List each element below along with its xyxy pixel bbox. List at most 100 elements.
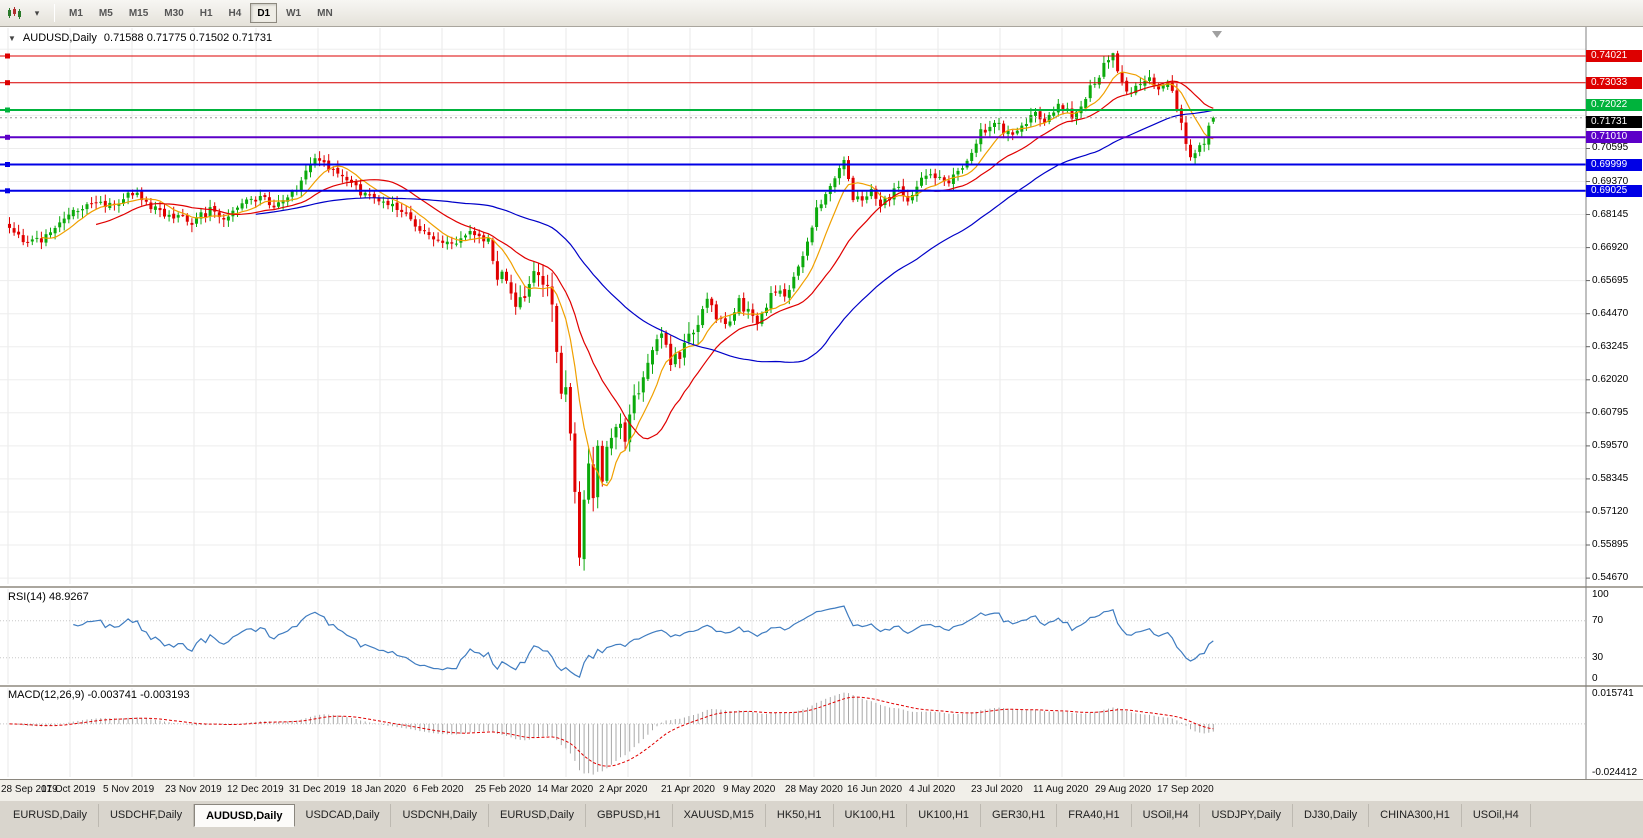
chart-tab-usdchf-daily[interactable]: USDCHF,Daily bbox=[99, 804, 195, 827]
date-tick-label: 23 Jul 2020 bbox=[971, 784, 1023, 795]
price-line-label: 0.73033 bbox=[1586, 76, 1642, 89]
chart-title: ▼ AUDUSD,Daily 0.71588 0.71775 0.71502 0… bbox=[8, 32, 272, 44]
timeframe-buttons: M1 M5 M15 M30 H1 H4 D1 W1 MN bbox=[61, 3, 341, 23]
price-tick-label: 0.54670 bbox=[1592, 572, 1629, 584]
price-line-label: 0.69025 bbox=[1586, 184, 1642, 197]
macd-scale-label: -0.024412 bbox=[1592, 767, 1638, 778]
price-line-label: 0.74021 bbox=[1586, 50, 1642, 63]
timeframe-button-w1[interactable]: W1 bbox=[279, 3, 308, 23]
candlestick-series bbox=[8, 50, 1215, 571]
date-tick-label: 31 Dec 2019 bbox=[289, 784, 346, 795]
price-tick-label: 0.60795 bbox=[1592, 406, 1629, 418]
date-tick-label: 14 Mar 2020 bbox=[537, 784, 594, 795]
grid bbox=[0, 28, 1586, 777]
top-toolbar: ▾ M1 M5 M15 M30 H1 H4 D1 W1 MN bbox=[0, 0, 1643, 27]
chart-tab-usdjpy-daily[interactable]: USDJPY,Daily bbox=[1200, 804, 1293, 827]
chart-tab-uk100-h1[interactable]: UK100,H1 bbox=[834, 804, 908, 827]
collapse-chart-icon[interactable]: ▼ bbox=[8, 33, 16, 43]
date-tick-label: 18 Jan 2020 bbox=[351, 784, 407, 795]
chart-tab-eurusd-daily[interactable]: EURUSD,Daily bbox=[489, 804, 586, 827]
chart-tab-usoil-h4[interactable]: USOil,H4 bbox=[1462, 804, 1531, 827]
candlestick-chart-type-button[interactable] bbox=[4, 3, 26, 24]
price-tick-label: 0.55895 bbox=[1592, 539, 1629, 551]
date-tick-label: 12 Dec 2019 bbox=[227, 784, 284, 795]
macd-indicator-label: MACD(12,26,9) -0.003741 -0.003193 bbox=[8, 689, 190, 701]
date-tick-label: 28 May 2020 bbox=[785, 784, 843, 795]
chart-tab-xauusd-m15[interactable]: XAUUSD,M15 bbox=[673, 804, 766, 827]
rsi-scale-label: 100 bbox=[1592, 589, 1609, 600]
timeframe-button-d1[interactable]: D1 bbox=[250, 3, 278, 23]
price-line-label: 0.69999 bbox=[1586, 158, 1642, 171]
chart-shift-marker[interactable] bbox=[1212, 31, 1222, 38]
chart-tabs-bar: EURUSD,Daily USDCHF,Daily AUDUSD,Daily USDC… bbox=[0, 801, 1643, 838]
candlestick-chart-icon bbox=[8, 6, 21, 19]
timeframe-button-mn[interactable]: MN bbox=[310, 3, 340, 23]
macd-signal-line bbox=[9, 696, 1214, 767]
timeframe-button-m30[interactable]: M30 bbox=[157, 3, 190, 23]
chart-tab-eurusd-daily[interactable]: EURUSD,Daily bbox=[2, 804, 99, 827]
date-tick-label: 28 Sep 2019 bbox=[1, 784, 58, 795]
timeframe-button-m15[interactable]: M15 bbox=[122, 3, 155, 23]
chart-tab-usdcnh-daily[interactable]: USDCNH,Daily bbox=[391, 804, 490, 827]
price-tick-label: 0.64470 bbox=[1592, 307, 1629, 319]
price-tick-label: 0.70595 bbox=[1592, 142, 1629, 154]
timeframe-button-h1[interactable]: H1 bbox=[193, 3, 220, 23]
price-tick-label: 0.59570 bbox=[1592, 439, 1629, 451]
date-tick-label: 11 Aug 2020 bbox=[1033, 784, 1089, 795]
price-tick-label: 0.57120 bbox=[1592, 505, 1629, 517]
macd-histogram bbox=[13, 692, 1214, 775]
price-tick-label: 0.66920 bbox=[1592, 241, 1629, 253]
timeframe-button-m1[interactable]: M1 bbox=[62, 3, 90, 23]
date-tick-label: 9 May 2020 bbox=[723, 784, 776, 795]
date-tick-label: 5 Nov 2019 bbox=[103, 784, 155, 795]
chart-tab-uk100-h1[interactable]: UK100,H1 bbox=[907, 804, 982, 827]
chart-tab-usdcad-daily[interactable]: USDCAD,Daily bbox=[295, 804, 392, 827]
chart-type-dropdown-icon[interactable]: ▾ bbox=[26, 3, 48, 24]
moving-average-55 bbox=[255, 109, 1214, 363]
date-tick-label: 25 Feb 2020 bbox=[475, 784, 532, 795]
rsi-indicator-label: RSI(14) 48.9267 bbox=[8, 591, 89, 603]
chart-tab-usoil-h4[interactable]: USOil,H4 bbox=[1132, 804, 1201, 827]
rsi-line bbox=[73, 605, 1214, 678]
date-tick-label: 21 Apr 2020 bbox=[661, 784, 715, 795]
price-tick-label: 0.69370 bbox=[1592, 175, 1629, 187]
chart-tab-hk50-h1[interactable]: HK50,H1 bbox=[766, 804, 834, 827]
chart-tab-dj30-daily[interactable]: DJ30,Daily bbox=[1293, 804, 1370, 827]
current-price-label: 0.71731 bbox=[1586, 115, 1642, 128]
chart-symbol-period: AUDUSD,Daily bbox=[22, 32, 97, 44]
chart-tab-audusd-daily[interactable]: AUDUSD,Daily bbox=[194, 804, 295, 827]
date-tick-label: 2 Apr 2020 bbox=[599, 784, 648, 795]
rsi-scale-label: 0 bbox=[1592, 673, 1598, 684]
chart-tab-fra40-h1[interactable]: FRA40,H1 bbox=[1057, 804, 1132, 827]
price-tick-label: 0.68145 bbox=[1592, 208, 1629, 220]
date-tick-label: 23 Nov 2019 bbox=[165, 784, 222, 795]
chart-ohlc-values: 0.71588 0.71775 0.71502 0.71731 bbox=[103, 32, 273, 44]
rsi-scale-label: 30 bbox=[1592, 651, 1604, 663]
date-tick-label: 17 Oct 2019 bbox=[41, 784, 96, 795]
price-axis[interactable]: 0.70595 0.69370 0.68145 0.66920 0.65695 0.644… bbox=[1586, 0, 1643, 779]
chart-tab-ger30-h1[interactable]: GER30,H1 bbox=[981, 804, 1058, 827]
date-tick-label: 16 Jun 2020 bbox=[847, 784, 903, 795]
date-tick-label: 4 Jul 2020 bbox=[909, 784, 956, 795]
date-tick-label: 6 Feb 2020 bbox=[413, 784, 464, 795]
horizontal-price-lines[interactable] bbox=[0, 53, 1586, 194]
toolbar-separator bbox=[54, 4, 55, 22]
date-tick-label: 29 Aug 2020 bbox=[1095, 784, 1152, 795]
price-line-label: 0.71010 bbox=[1586, 131, 1642, 144]
timeframe-button-m5[interactable]: M5 bbox=[92, 3, 120, 23]
moving-average-20 bbox=[95, 80, 1214, 440]
moving-average-8 bbox=[41, 71, 1214, 487]
rsi-scale-label: 70 bbox=[1592, 614, 1604, 626]
time-axis[interactable]: 28 Sep 2019 17 Oct 2019 5 Nov 2019 23 Nov 2… bbox=[0, 779, 1643, 801]
chart-tab-gbpusd-h1[interactable]: GBPUSD,H1 bbox=[586, 804, 673, 827]
chart-tab-china300-h1[interactable]: CHINA300,H1 bbox=[1369, 804, 1462, 827]
date-tick-label: 17 Sep 2020 bbox=[1157, 784, 1214, 795]
price-tick-label: 0.63245 bbox=[1592, 340, 1629, 352]
price-tick-label: 0.62020 bbox=[1592, 373, 1629, 385]
price-line-label: 0.72022 bbox=[1586, 98, 1642, 111]
timeframe-button-h4[interactable]: H4 bbox=[222, 3, 249, 23]
price-tick-label: 0.65695 bbox=[1592, 274, 1629, 286]
